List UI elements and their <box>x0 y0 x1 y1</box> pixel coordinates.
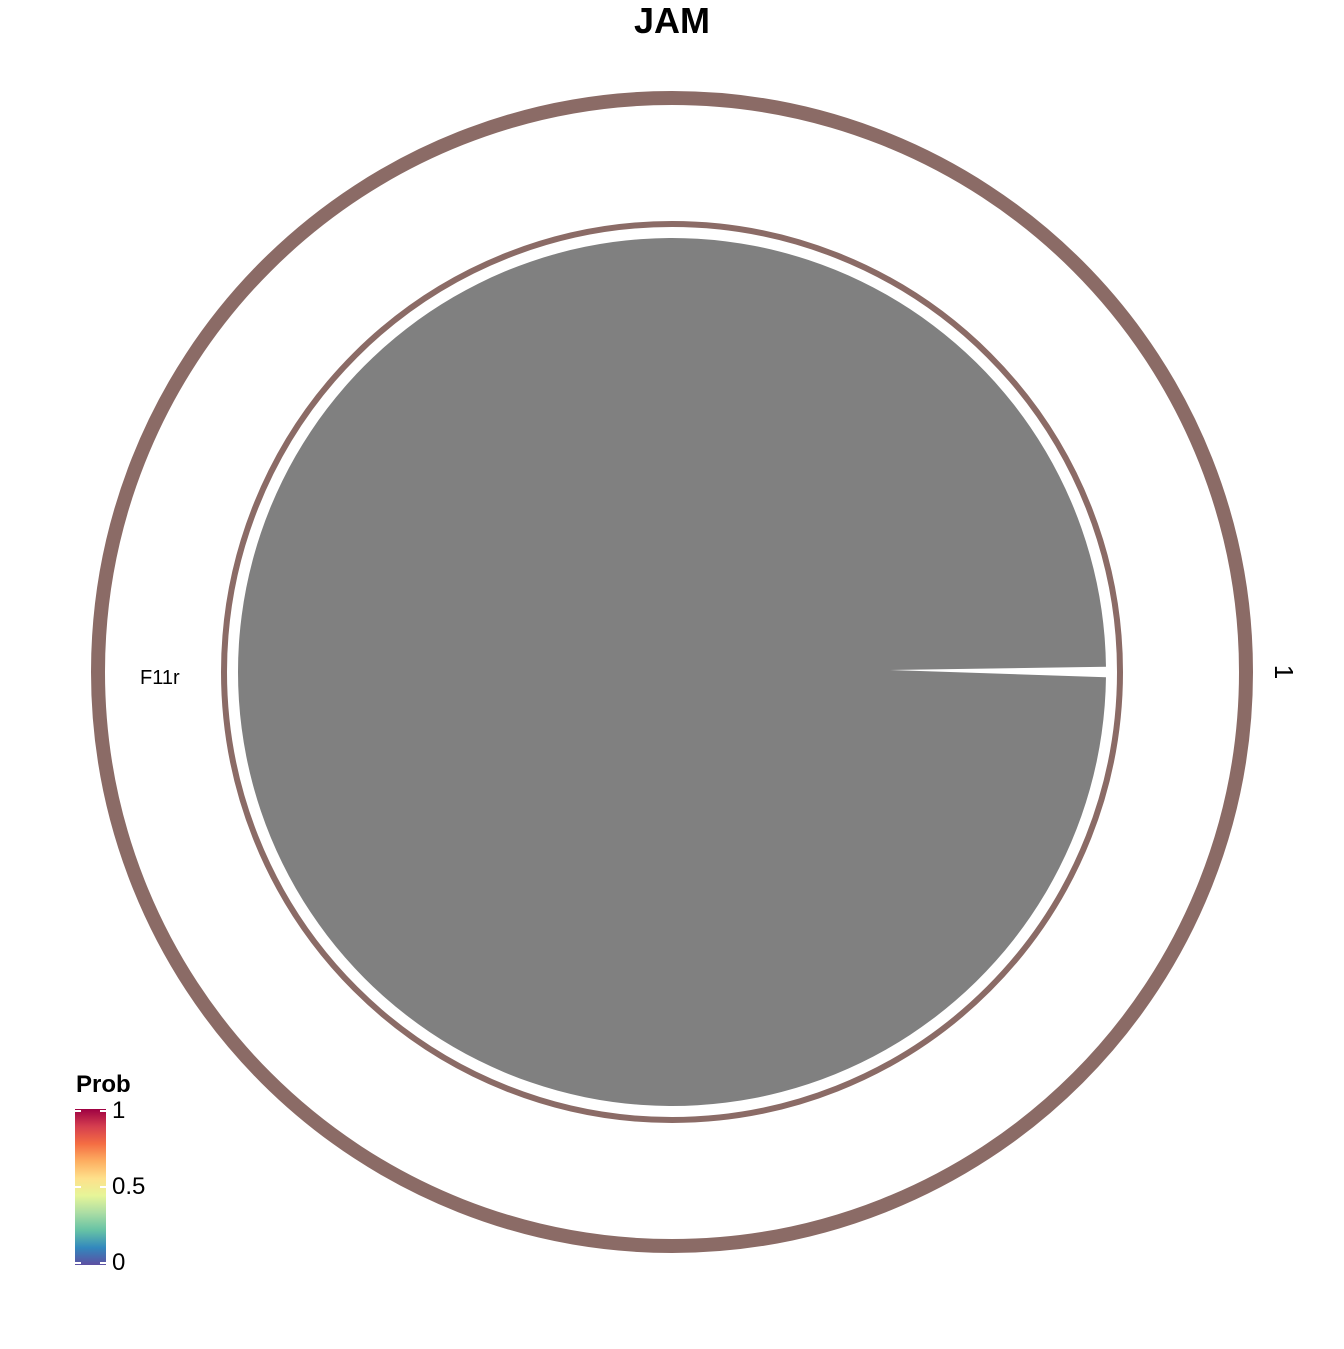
legend-tick-label: 0 <box>112 1249 126 1276</box>
legend-tick-mark <box>75 1262 81 1264</box>
legend-tick-mark <box>100 1186 106 1188</box>
legend-tick-mark <box>75 1186 81 1188</box>
legend-tick-label: 0.5 <box>112 1173 146 1200</box>
sector-label: 1 <box>1269 665 1299 679</box>
chord-link <box>237 238 1106 1106</box>
inner-track-ring <box>221 221 1123 1123</box>
legend-tick-mark <box>75 1110 81 1112</box>
legend-title: Prob <box>76 1071 131 1098</box>
chart-title: JAM <box>633 0 710 41</box>
legend-tick-label: 1 <box>112 1097 126 1124</box>
legend-tick-mark <box>100 1110 106 1112</box>
legend-tick-mark <box>100 1262 106 1264</box>
inner-label-f11r: F11r <box>140 667 180 689</box>
outer-sector-ring <box>91 91 1253 1253</box>
